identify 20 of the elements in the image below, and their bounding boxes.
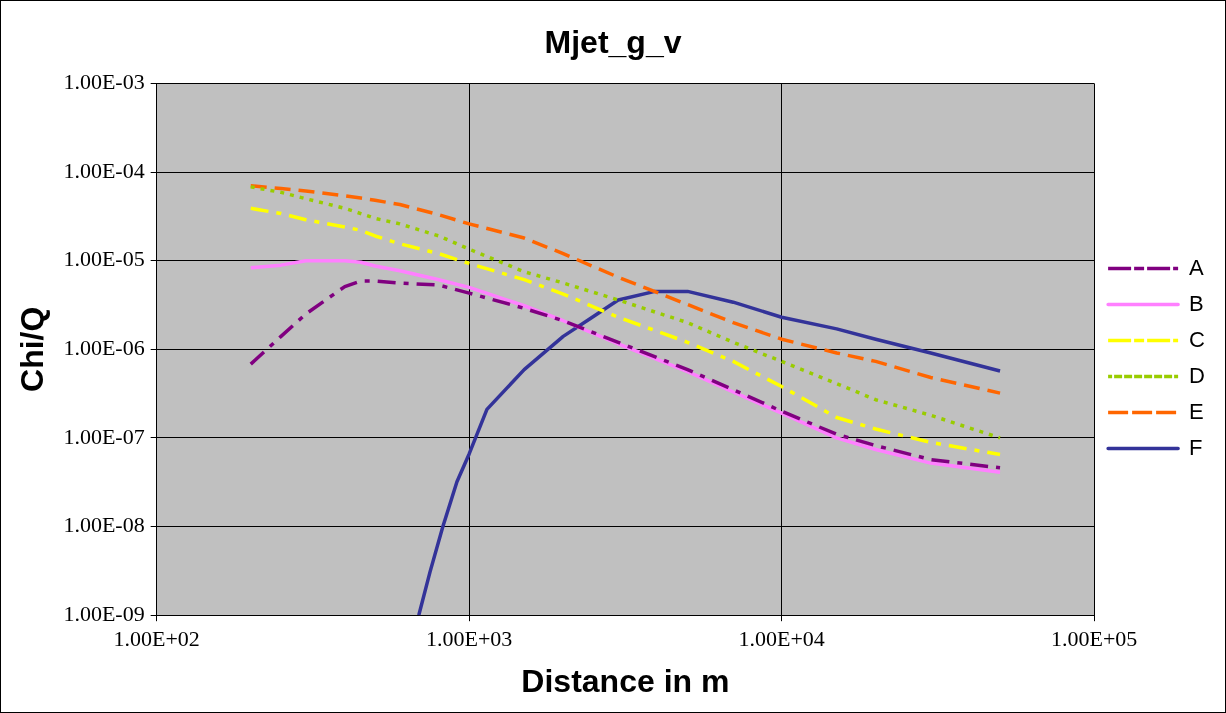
x-tick-label: 1.00E+03 <box>425 626 513 652</box>
x-tick-label: 1.00E+04 <box>738 626 825 652</box>
legend-label: D <box>1189 362 1205 388</box>
x-axis-title: Distance in m <box>521 662 730 699</box>
y-tick-label: 1.00E-04 <box>63 157 145 183</box>
y-tick-label: 1.00E-09 <box>63 600 145 626</box>
y-tick-label: 1.00E-08 <box>63 512 145 538</box>
y-tick-label: 1.00E-03 <box>63 69 145 95</box>
x-tick-label: 1.00E+02 <box>113 626 200 652</box>
legend-label: E <box>1189 398 1204 424</box>
legend-label: C <box>1189 326 1206 352</box>
y-tick-label: 1.00E-06 <box>63 335 145 361</box>
legend-label: B <box>1189 290 1204 316</box>
legend-label: F <box>1189 434 1203 460</box>
x-tick-label: 1.00E+05 <box>1050 626 1138 652</box>
legend-label: A <box>1189 254 1205 280</box>
y-tick-label: 1.00E-05 <box>63 246 145 272</box>
chart-title: Mjet_g_v <box>544 24 682 61</box>
y-axis-title: Chi/Q <box>14 306 51 392</box>
y-tick-label: 1.00E-07 <box>63 423 145 449</box>
